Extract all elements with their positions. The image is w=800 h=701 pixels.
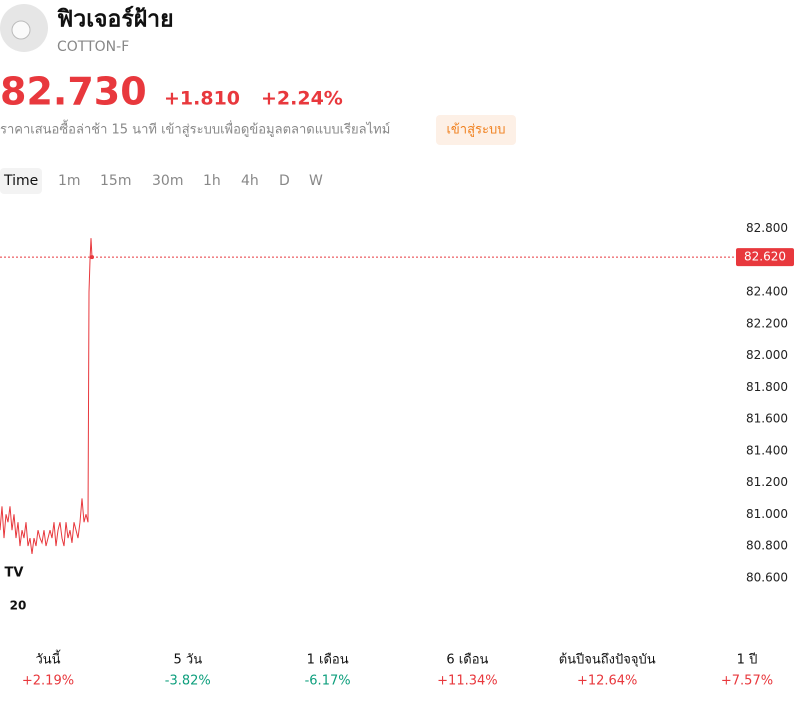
tab[interactable]: 1m [58, 173, 81, 189]
y-tick-label: 82.400 [746, 285, 788, 299]
period-label[interactable]: 6 เดือน [446, 652, 488, 668]
tab[interactable]: 30m [152, 173, 183, 189]
tv-logo: TV [5, 566, 24, 581]
y-tick-label: 82.000 [746, 348, 788, 362]
y-tick-label: 81.000 [746, 507, 788, 521]
period-label[interactable]: วันนี้ [35, 650, 61, 668]
price: 82.730 [0, 70, 147, 114]
chart: 80.600 80.800 81.000 81.200 81.400 81.600 81.8… [0, 221, 794, 613]
tab[interactable]: 4h [241, 173, 259, 189]
period-label[interactable]: 1 ปี [737, 652, 758, 668]
period-label[interactable]: 1 เดือน [307, 652, 349, 668]
tab[interactable]: D [279, 173, 290, 189]
period-change: -6.17% [305, 674, 351, 689]
tab[interactable]: 15m [100, 173, 131, 189]
tab-selected-bg [0, 168, 42, 194]
period-label[interactable]: 5 วัน [174, 653, 203, 668]
y-tick-label: 81.400 [746, 443, 788, 457]
period-change: -3.82% [165, 674, 211, 689]
period-change: +12.64% [577, 674, 637, 689]
y-tick-label: 81.200 [746, 475, 788, 489]
tab[interactable]: W [309, 173, 323, 189]
period-change: +11.34% [437, 674, 497, 689]
period-change: +7.57% [721, 674, 773, 689]
period-change: +2.19% [22, 674, 74, 689]
logo-icon [11, 20, 31, 40]
y-tick-label: 81.600 [746, 412, 788, 426]
change-percent: +2.24% [261, 88, 343, 110]
period-label[interactable]: ต้นปีจนถึงปัจจุบัน [559, 652, 656, 668]
title: ฟิวเจอร์ฝ้าย [57, 6, 174, 33]
login-button-label[interactable]: เข้าสู่ระบบ [446, 123, 505, 138]
current-price-label: 82.620 [744, 250, 786, 264]
y-tick-label: 82.800 [746, 221, 788, 235]
y-tick-label: 82.200 [746, 316, 788, 330]
price-line-series [0, 238, 93, 555]
current-price-badge [736, 248, 794, 267]
x-tick-label: 20 [10, 599, 27, 613]
periods: วันนี้ +2.19% 5 วัน -3.82% 1 เดือน -6.17% 6 เด… [22, 650, 773, 689]
y-tick-label: 81.800 [746, 380, 788, 394]
change: +1.810 [164, 88, 240, 110]
tabs: Time 1m 15m 30m 1h 4h D W [3, 173, 323, 189]
symbol: COTTON-F [57, 39, 129, 55]
delay-note: ราคาเสนอซื้อล่าช้า 15 นาที เข้าสู่ระบบเพ… [0, 120, 390, 138]
login-button[interactable] [436, 115, 516, 145]
y-tick-label: 80.600 [746, 570, 788, 584]
tab[interactable]: 1h [203, 173, 221, 189]
tab[interactable]: Time [3, 173, 38, 189]
y-tick-label: 80.800 [746, 539, 788, 553]
